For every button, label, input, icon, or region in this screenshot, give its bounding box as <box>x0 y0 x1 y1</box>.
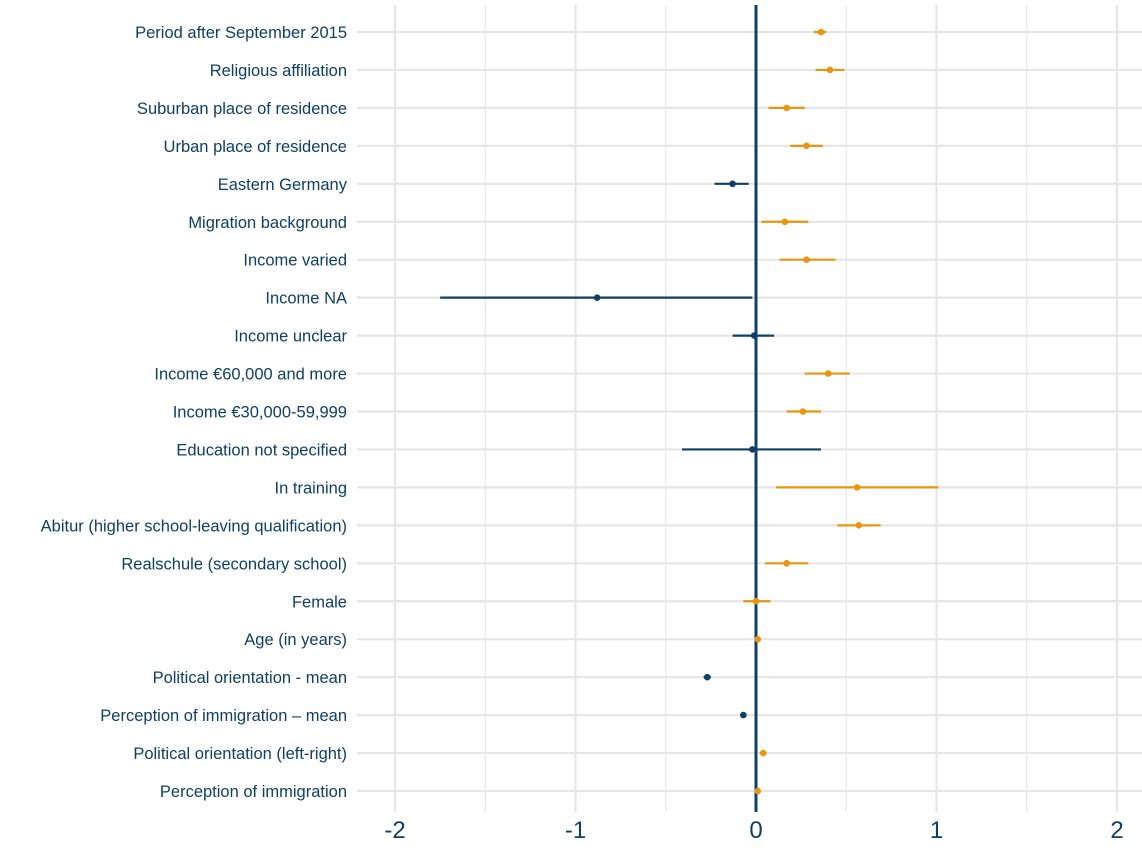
grid-layer <box>357 5 1142 812</box>
category-label: Income €60,000 and more <box>154 366 347 384</box>
category-label: Perception of immigration – mean <box>100 707 347 725</box>
category-label: Eastern Germany <box>218 176 348 194</box>
coefficient-point <box>783 104 790 112</box>
category-label: In training <box>275 479 347 497</box>
x-tick-label: 2 <box>1110 817 1123 844</box>
category-labels: Period after September 2015 Religious aff… <box>41 24 348 801</box>
category-label: Perception of immigration <box>160 783 347 801</box>
category-label: Income unclear <box>234 328 347 346</box>
category-label: Abitur (higher school-leaving qualificat… <box>41 517 347 535</box>
coefficient-point <box>855 522 863 529</box>
coefficient-point <box>754 635 762 643</box>
coefficient-point <box>826 66 834 74</box>
x-axis-ticks: -2 -1 0 1 2 <box>384 817 1123 844</box>
category-label: Religious affiliation <box>210 62 347 80</box>
coefficient-point <box>703 673 711 681</box>
coefficient-point <box>729 180 736 188</box>
category-label: Political orientation - mean <box>153 669 347 687</box>
coefficient-point <box>593 294 601 301</box>
category-label: Education not specified <box>176 441 347 459</box>
category-label: Migration background <box>188 214 347 232</box>
coefficient-point <box>752 597 760 605</box>
coefficient-point <box>817 28 825 36</box>
coefficient-point <box>749 446 756 453</box>
coefficient-point <box>754 787 762 795</box>
category-label: Urban place of residence <box>164 138 347 156</box>
x-tick-label: 1 <box>930 817 943 844</box>
coefficient-point <box>853 484 861 491</box>
x-tick-label: -1 <box>565 817 586 844</box>
category-label: Age (in years) <box>244 631 347 649</box>
coefficient-point <box>803 256 810 264</box>
category-label: Female <box>292 593 347 611</box>
coefficient-point <box>824 370 832 377</box>
category-label: Period after September 2015 <box>135 24 347 42</box>
category-label: Political orientation (left-right) <box>133 745 347 763</box>
category-label: Realschule (secondary school) <box>121 555 347 573</box>
x-tick-label: -2 <box>384 817 405 844</box>
marks-layer <box>440 28 939 795</box>
coefficient-point <box>783 560 790 567</box>
category-label: Income NA <box>265 290 347 308</box>
coefficient-point <box>803 142 810 150</box>
x-tick-label: 0 <box>749 817 762 844</box>
coefficient-point <box>750 332 758 339</box>
category-label: Income €30,000-59,999 <box>173 404 347 422</box>
coefficient-point <box>759 749 767 757</box>
coefficient-point <box>781 218 789 226</box>
category-label: Income varied <box>243 252 347 270</box>
coefficient-point <box>799 408 807 415</box>
category-label: Suburban place of residence <box>137 100 347 118</box>
coefficient-point <box>740 711 747 719</box>
